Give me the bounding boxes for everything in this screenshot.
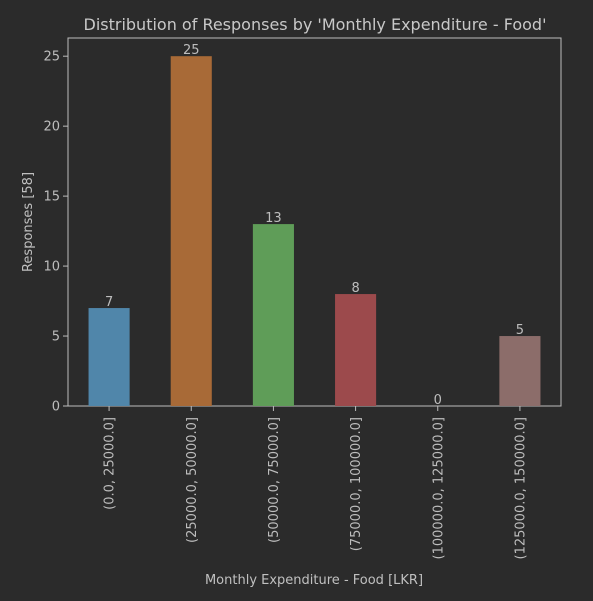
y-tick-label: 0 — [52, 400, 60, 415]
x-tick-label: (50000.0, 75000.0] — [267, 417, 282, 543]
bar-value-label: 0 — [434, 393, 442, 408]
x-tick-label: (0.0, 25000.0] — [103, 417, 118, 510]
x-axis-label: Monthly Expenditure - Food [LKR] — [205, 573, 423, 588]
bar-value-label: 8 — [351, 281, 359, 296]
x-tick-label: (75000.0, 100000.0] — [349, 417, 364, 551]
y-tick-label: 15 — [43, 190, 60, 205]
x-tick-label: (25000.0, 50000.0] — [185, 417, 200, 543]
y-tick-label: 20 — [43, 120, 60, 135]
bar — [170, 56, 212, 406]
chart-title: Distribution of Responses by 'Monthly Ex… — [84, 15, 547, 34]
x-tick-label: (100000.0, 125000.0] — [431, 417, 446, 559]
bar-value-label: 5 — [516, 323, 524, 338]
y-tick-label: 25 — [43, 50, 60, 65]
axes-frame — [67, 37, 562, 407]
bar-value-label: 13 — [265, 211, 282, 226]
y-tick-label: 10 — [43, 260, 60, 275]
plot-area: 0 5 10 15 20 25 (0.0, 25000.0] 7 (25000.0, 50000… — [43, 37, 562, 559]
x-tick-label: (125000.0, 150000.0] — [513, 417, 528, 559]
bar — [499, 336, 541, 406]
bar — [252, 224, 294, 406]
bar — [88, 308, 130, 406]
bar-value-label: 25 — [183, 43, 200, 58]
y-axis-label: Responses [58] — [21, 172, 36, 272]
y-tick-label: 5 — [52, 330, 60, 345]
bar — [335, 294, 377, 406]
bar-value-label: 7 — [105, 295, 113, 310]
